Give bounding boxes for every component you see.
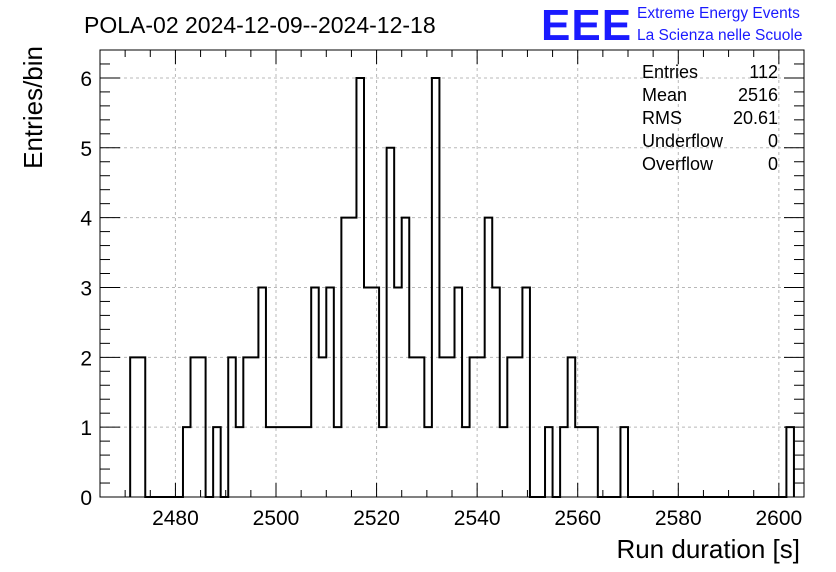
stats-label: Underflow — [642, 131, 724, 151]
x-tick-label: 2600 — [755, 507, 802, 530]
stats-value: 20.61 — [733, 108, 778, 128]
y-tick-label: 2 — [80, 347, 92, 370]
x-tick-label: 2520 — [353, 507, 400, 530]
eee-logo-mark: EEE — [541, 1, 632, 50]
stats-value: 112 — [749, 62, 778, 82]
x-tick-label: 2540 — [454, 507, 501, 530]
y-tick-label: 6 — [80, 68, 92, 91]
stats-label: Entries — [642, 62, 698, 82]
y-tick-label: 3 — [80, 277, 92, 300]
x-axis-title: Run duration [s] — [616, 534, 800, 564]
y-tick-label: 4 — [80, 208, 92, 231]
y-axis-title: Entries/bin — [18, 46, 48, 169]
x-tick-label: 2580 — [655, 507, 702, 530]
y-tick-label: 1 — [80, 417, 92, 440]
logo-line-1: Extreme Energy Events — [637, 5, 800, 22]
eee-logo: EEE Extreme Energy Events La Scienza nel… — [541, 1, 802, 50]
tick-labels: 2480 2500 2520 2540 2560 2580 2600 0 1 2 3 4 5 6 — [80, 68, 802, 530]
stats-value: 0 — [768, 131, 778, 151]
x-tick-label: 2480 — [152, 507, 199, 530]
y-tick-label: 0 — [80, 487, 92, 510]
stats-value: 2516 — [738, 85, 778, 105]
axes — [99, 49, 805, 498]
stats-value: 0 — [768, 154, 778, 174]
logo-line-2: La Scienza nelle Scuole — [637, 27, 802, 44]
stats-label: RMS — [642, 108, 682, 128]
stats-box: Entries 112 Mean 2516 RMS 20.61 Underflow 0 Over… — [642, 62, 778, 174]
x-tick-label: 2560 — [554, 507, 601, 530]
stats-label: Overflow — [642, 154, 714, 174]
stats-label: Mean — [642, 85, 687, 105]
y-tick-label: 5 — [80, 138, 92, 161]
x-tick-label: 2500 — [253, 507, 300, 530]
chart-title: POLA-02 2024-12-09--2024-12-18 — [84, 12, 436, 38]
grid — [100, 50, 804, 497]
